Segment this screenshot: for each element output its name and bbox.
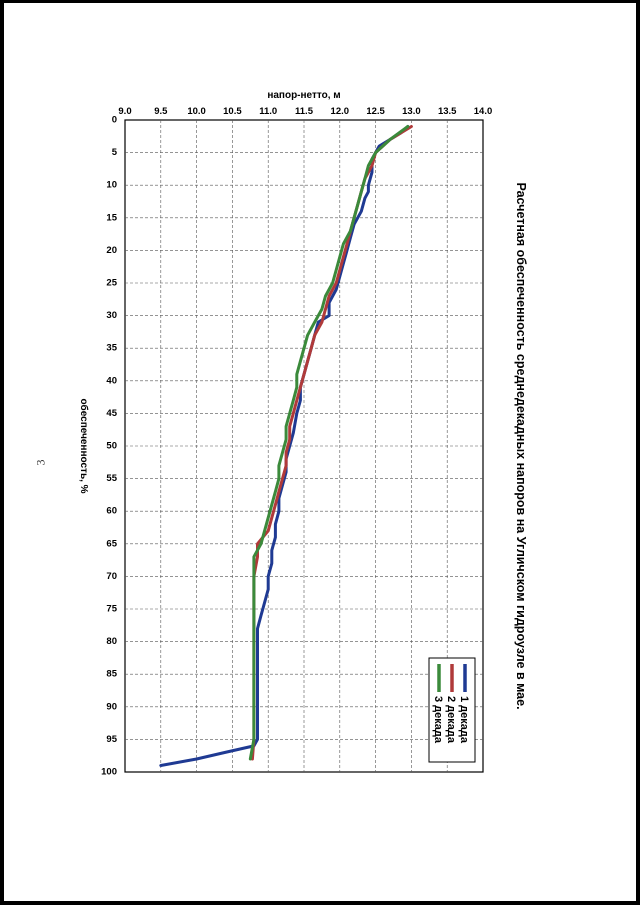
x-tick-label: 20 (106, 245, 117, 256)
x-tick-label: 35 (106, 343, 117, 354)
x-tick-label: 65 (106, 538, 117, 549)
x-tick-label: 55 (106, 473, 117, 484)
x-axis-title: обеспеченность, % (78, 398, 90, 493)
x-tick-label: 80 (106, 636, 117, 647)
legend-label: 3 декада (432, 696, 444, 744)
x-tick-label: 85 (106, 669, 117, 680)
chart-rotated-group: 0 5 10 15 20 25 30 35 40 45 50 55 60 65 70 75 80 85 90 95 10… (78, 90, 528, 778)
x-tick-label: 100 (101, 767, 117, 778)
x-tick-label: 0 (112, 115, 117, 126)
x-tick-label: 30 (106, 310, 117, 321)
gridlines (125, 120, 483, 772)
y-tick-label: 13.5 (438, 106, 457, 117)
x-tick-label: 10 (106, 180, 117, 191)
x-tick-label: 50 (106, 441, 117, 452)
y-tick-label: 11.0 (259, 106, 277, 117)
x-tick-label: 70 (106, 571, 117, 582)
x-tick-label: 45 (106, 408, 117, 419)
x-tick-label: 15 (106, 212, 117, 223)
x-tick-label: 60 (106, 506, 117, 517)
legend-label: 1 декада (458, 696, 470, 744)
y-tick-label: 9.0 (118, 106, 131, 117)
x-tick-labels: 0 5 10 15 20 25 30 35 40 45 50 55 60 65 70 75 80 85 90 95 10… (101, 115, 118, 778)
legend-label: 2 декада (445, 696, 457, 744)
y-tick-labels: 9.0 9.5 10.0 10.5 11.0 11.5 12.0 12.5 13.0 13.5 14… (118, 106, 492, 117)
y-tick-label: 11.5 (295, 106, 314, 117)
chart-title: Расчетная обеспеченность среднедекадных … (514, 182, 528, 709)
y-tick-label: 14.0 (474, 106, 493, 117)
x-tick-label: 40 (106, 375, 117, 386)
y-tick-label: 12.0 (331, 106, 350, 117)
x-tick-label: 90 (106, 701, 117, 712)
y-tick-label: 10.5 (223, 106, 242, 117)
series-line (248, 125, 410, 761)
y-axis-title: напор-нетто, м (267, 90, 340, 101)
x-tick-label: 5 (112, 147, 118, 158)
x-tick-label: 75 (106, 604, 117, 615)
series-line (159, 125, 410, 767)
x-tick-label: 95 (106, 734, 117, 745)
y-tick-label: 12.5 (366, 106, 385, 117)
y-tick-label: 13.0 (402, 106, 421, 117)
y-tick-label: 10.0 (187, 106, 206, 117)
y-tick-label: 9.5 (154, 106, 168, 117)
series-lines (159, 125, 413, 767)
x-tick-label: 25 (106, 278, 117, 289)
